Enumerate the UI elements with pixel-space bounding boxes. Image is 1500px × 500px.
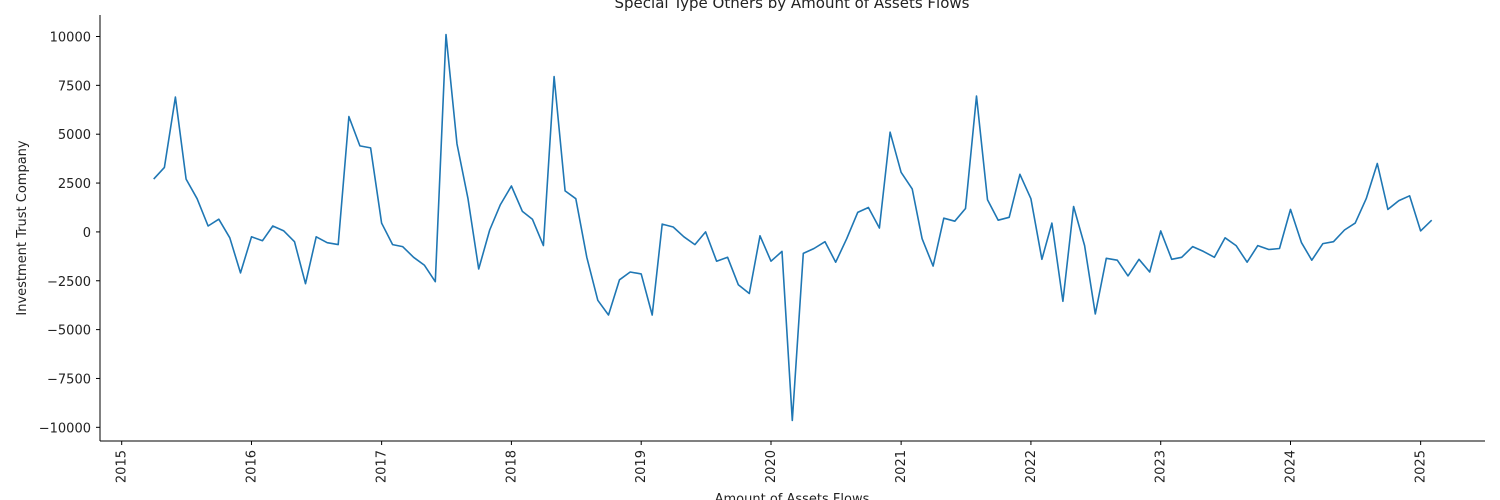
y-ticks: 10000 7500 5000 2500 0 −2500 −5000 −7500 −10000 — [39, 30, 100, 436]
x-tick-label: 2016 — [244, 450, 259, 483]
y-tick-label: 10000 — [50, 30, 91, 45]
axes — [99, 15, 1485, 442]
y-axis-title: Investment Trust Company — [15, 140, 30, 316]
series-layer — [153, 33, 1433, 422]
x-tick-label: 2021 — [894, 450, 909, 483]
x-tick-label: 2015 — [115, 450, 130, 483]
x-ticks: 2015 2016 2017 2018 2019 2020 2021 2022 2023 2024… — [115, 441, 1429, 483]
y-tick-label: −2500 — [47, 275, 91, 290]
series-line — [153, 33, 1433, 422]
x-tick-label: 2019 — [634, 450, 649, 483]
y-tick-label: −10000 — [39, 421, 91, 436]
y-tick-label: −5000 — [47, 324, 91, 339]
x-tick-label: 2020 — [764, 450, 779, 483]
x-tick-label: 2023 — [1154, 450, 1169, 483]
x-tick-label: 2025 — [1414, 450, 1429, 483]
x-axis-title: Amount of Assets Flows — [715, 492, 870, 500]
y-tick-label: 0 — [83, 226, 91, 241]
chart-title: Special Type Others by Amount of Assets … — [615, 0, 970, 12]
y-tick-label: 2500 — [58, 177, 91, 192]
y-tick-label: 7500 — [58, 79, 91, 94]
y-tick-label: −7500 — [47, 372, 91, 387]
x-tick-label: 2024 — [1283, 450, 1298, 483]
y-tick-label: 5000 — [58, 128, 91, 143]
x-tick-label: 2022 — [1024, 450, 1039, 483]
x-tick-label: 2018 — [504, 450, 519, 483]
x-tick-label: 2017 — [375, 450, 390, 483]
